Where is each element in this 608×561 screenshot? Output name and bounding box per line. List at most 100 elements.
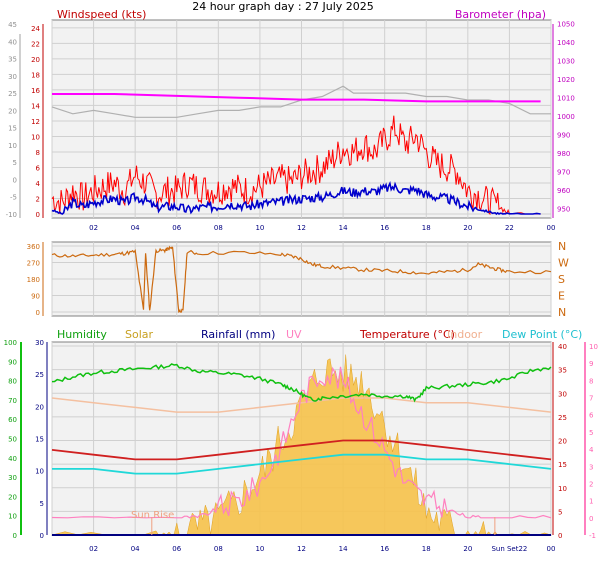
direction-tick-label: 360 xyxy=(27,243,40,251)
x-tick-label: 20 xyxy=(463,224,472,232)
x-tick-label: 04 xyxy=(131,224,140,232)
windspeed-tick-label: 22 xyxy=(31,40,40,48)
x-tick-label: 00 xyxy=(547,224,556,232)
windspeed-tick-label: 8 xyxy=(36,149,40,157)
temperature-tick-label: 40 xyxy=(558,343,567,351)
x-tick-label: 08 xyxy=(214,545,223,553)
windspeed-tick-label: 16 xyxy=(31,87,40,95)
humidity-tick-label: 90 xyxy=(8,358,17,366)
temperature-tick-label: 10 xyxy=(558,485,567,493)
windspeed-tick-label: 12 xyxy=(31,118,40,126)
x-tick-label: 12 xyxy=(297,224,306,232)
windspeed-tick-label: 4 xyxy=(36,180,41,188)
outer-axis-tick-label: 15 xyxy=(8,125,17,133)
rainfall-tick-label: 0 xyxy=(40,532,44,540)
barometer-tick-label: 990 xyxy=(557,132,570,140)
legend-humidity: Humidity xyxy=(57,328,107,341)
barometer-tick-label: 950 xyxy=(557,206,570,214)
windspeed-tick-label: 18 xyxy=(31,71,40,79)
legend-temperature: Temperature (°C) xyxy=(359,328,455,341)
windspeed-tick-label: 0 xyxy=(36,211,40,219)
direction-tick-label: 90 xyxy=(31,293,40,301)
compass-tick-label: W xyxy=(558,257,569,270)
series-humidity xyxy=(51,363,552,403)
direction-tick-label: 180 xyxy=(27,276,40,284)
legend-indoor: Indoor xyxy=(447,328,483,341)
humidity-tick-label: 10 xyxy=(8,513,17,521)
uv-tick-label: 1 xyxy=(589,498,593,506)
x-tick-label: 10 xyxy=(255,224,264,232)
humidity-tick-label: 20 xyxy=(8,493,17,501)
x-tick-label: 02 xyxy=(89,224,98,232)
outer-axis-tick-label: -5 xyxy=(10,194,17,202)
x-tick-label: 06 xyxy=(172,224,181,232)
outer-axis-tick-label: 40 xyxy=(8,38,17,46)
humidity-tick-label: 60 xyxy=(8,416,17,424)
uv-tick-label: 7 xyxy=(589,395,593,403)
series-temperature xyxy=(51,439,552,461)
humidity-tick-label: 50 xyxy=(8,436,17,444)
x-tick-label: 18 xyxy=(422,224,431,232)
compass-tick-label: N xyxy=(558,240,566,253)
compass-tick-label: N xyxy=(558,306,566,319)
legend-solar: Solar xyxy=(125,328,154,341)
x-tick-label: Sun Set22 xyxy=(491,545,527,553)
x-tick-label: 10 xyxy=(255,545,264,553)
windspeed-axis-label: Windspeed (kts) xyxy=(57,8,146,21)
windspeed-tick-label: 20 xyxy=(31,56,40,64)
windspeed-tick-label: 14 xyxy=(31,102,40,110)
series-indoor xyxy=(51,397,552,413)
sun-rise-annotation: Sun Rise xyxy=(131,510,174,521)
barometer-tick-label: 960 xyxy=(557,187,570,195)
x-tick-label: 22 xyxy=(505,224,514,232)
x-tick-label: 00 xyxy=(547,545,556,553)
outer-axis-tick-label: 35 xyxy=(8,56,17,64)
direction-tick-label: 270 xyxy=(27,260,40,268)
legend-uv: UV xyxy=(286,328,302,341)
x-tick-label: 02 xyxy=(89,545,98,553)
uv-tick-label: 8 xyxy=(589,377,593,385)
uv-tick-label: -1 xyxy=(589,532,596,540)
uv-tick-label: 0 xyxy=(589,515,593,523)
temperature-tick-label: 15 xyxy=(558,461,567,469)
temperature-tick-label: 30 xyxy=(558,390,567,398)
compass-tick-label: S xyxy=(558,273,565,286)
outer-axis-tick-label: -10 xyxy=(6,211,17,219)
barometer-axis-label: Barometer (hpa) xyxy=(455,8,546,21)
rainfall-tick-label: 20 xyxy=(35,403,44,411)
x-tick-label: 06 xyxy=(172,545,181,553)
uv-tick-label: 6 xyxy=(589,412,594,420)
uv-tick-label: 2 xyxy=(589,480,593,488)
barometer-tick-label: 1020 xyxy=(557,76,575,84)
uv-tick-label: 5 xyxy=(589,429,593,437)
x-tick-label: 16 xyxy=(380,545,389,553)
x-tick-label: 14 xyxy=(339,545,348,553)
barometer-tick-label: 980 xyxy=(557,150,570,158)
x-tick-label: 14 xyxy=(339,224,348,232)
temperature-tick-label: 20 xyxy=(558,438,567,446)
x-tick-label: 12 xyxy=(297,545,306,553)
series-wind xyxy=(51,180,541,216)
barometer-tick-label: 970 xyxy=(557,169,570,177)
legend-rainfall: Rainfall (mm) xyxy=(201,328,275,341)
temperature-tick-label: 0 xyxy=(558,532,562,540)
rainfall-tick-label: 30 xyxy=(35,339,44,347)
temperature-tick-label: 25 xyxy=(558,414,567,422)
uv-tick-label: 4 xyxy=(589,446,594,454)
series-dew-point xyxy=(52,453,552,475)
barometer-tick-label: 1050 xyxy=(557,21,575,29)
x-tick-label: 08 xyxy=(214,224,223,232)
outer-axis-tick-label: 10 xyxy=(8,142,17,150)
outer-axis-tick-label: 25 xyxy=(8,90,17,98)
rainfall-tick-label: 25 xyxy=(35,371,44,379)
x-tick-label: 04 xyxy=(131,545,140,553)
outer-axis-tick-label: 20 xyxy=(8,107,17,115)
series-uv xyxy=(51,366,552,519)
temperature-tick-label: 5 xyxy=(558,508,562,516)
temperature-tick-label: 35 xyxy=(558,367,567,375)
barometer-tick-label: 1000 xyxy=(557,113,575,121)
rainfall-tick-label: 10 xyxy=(35,468,44,476)
rainfall-tick-label: 5 xyxy=(40,500,44,508)
